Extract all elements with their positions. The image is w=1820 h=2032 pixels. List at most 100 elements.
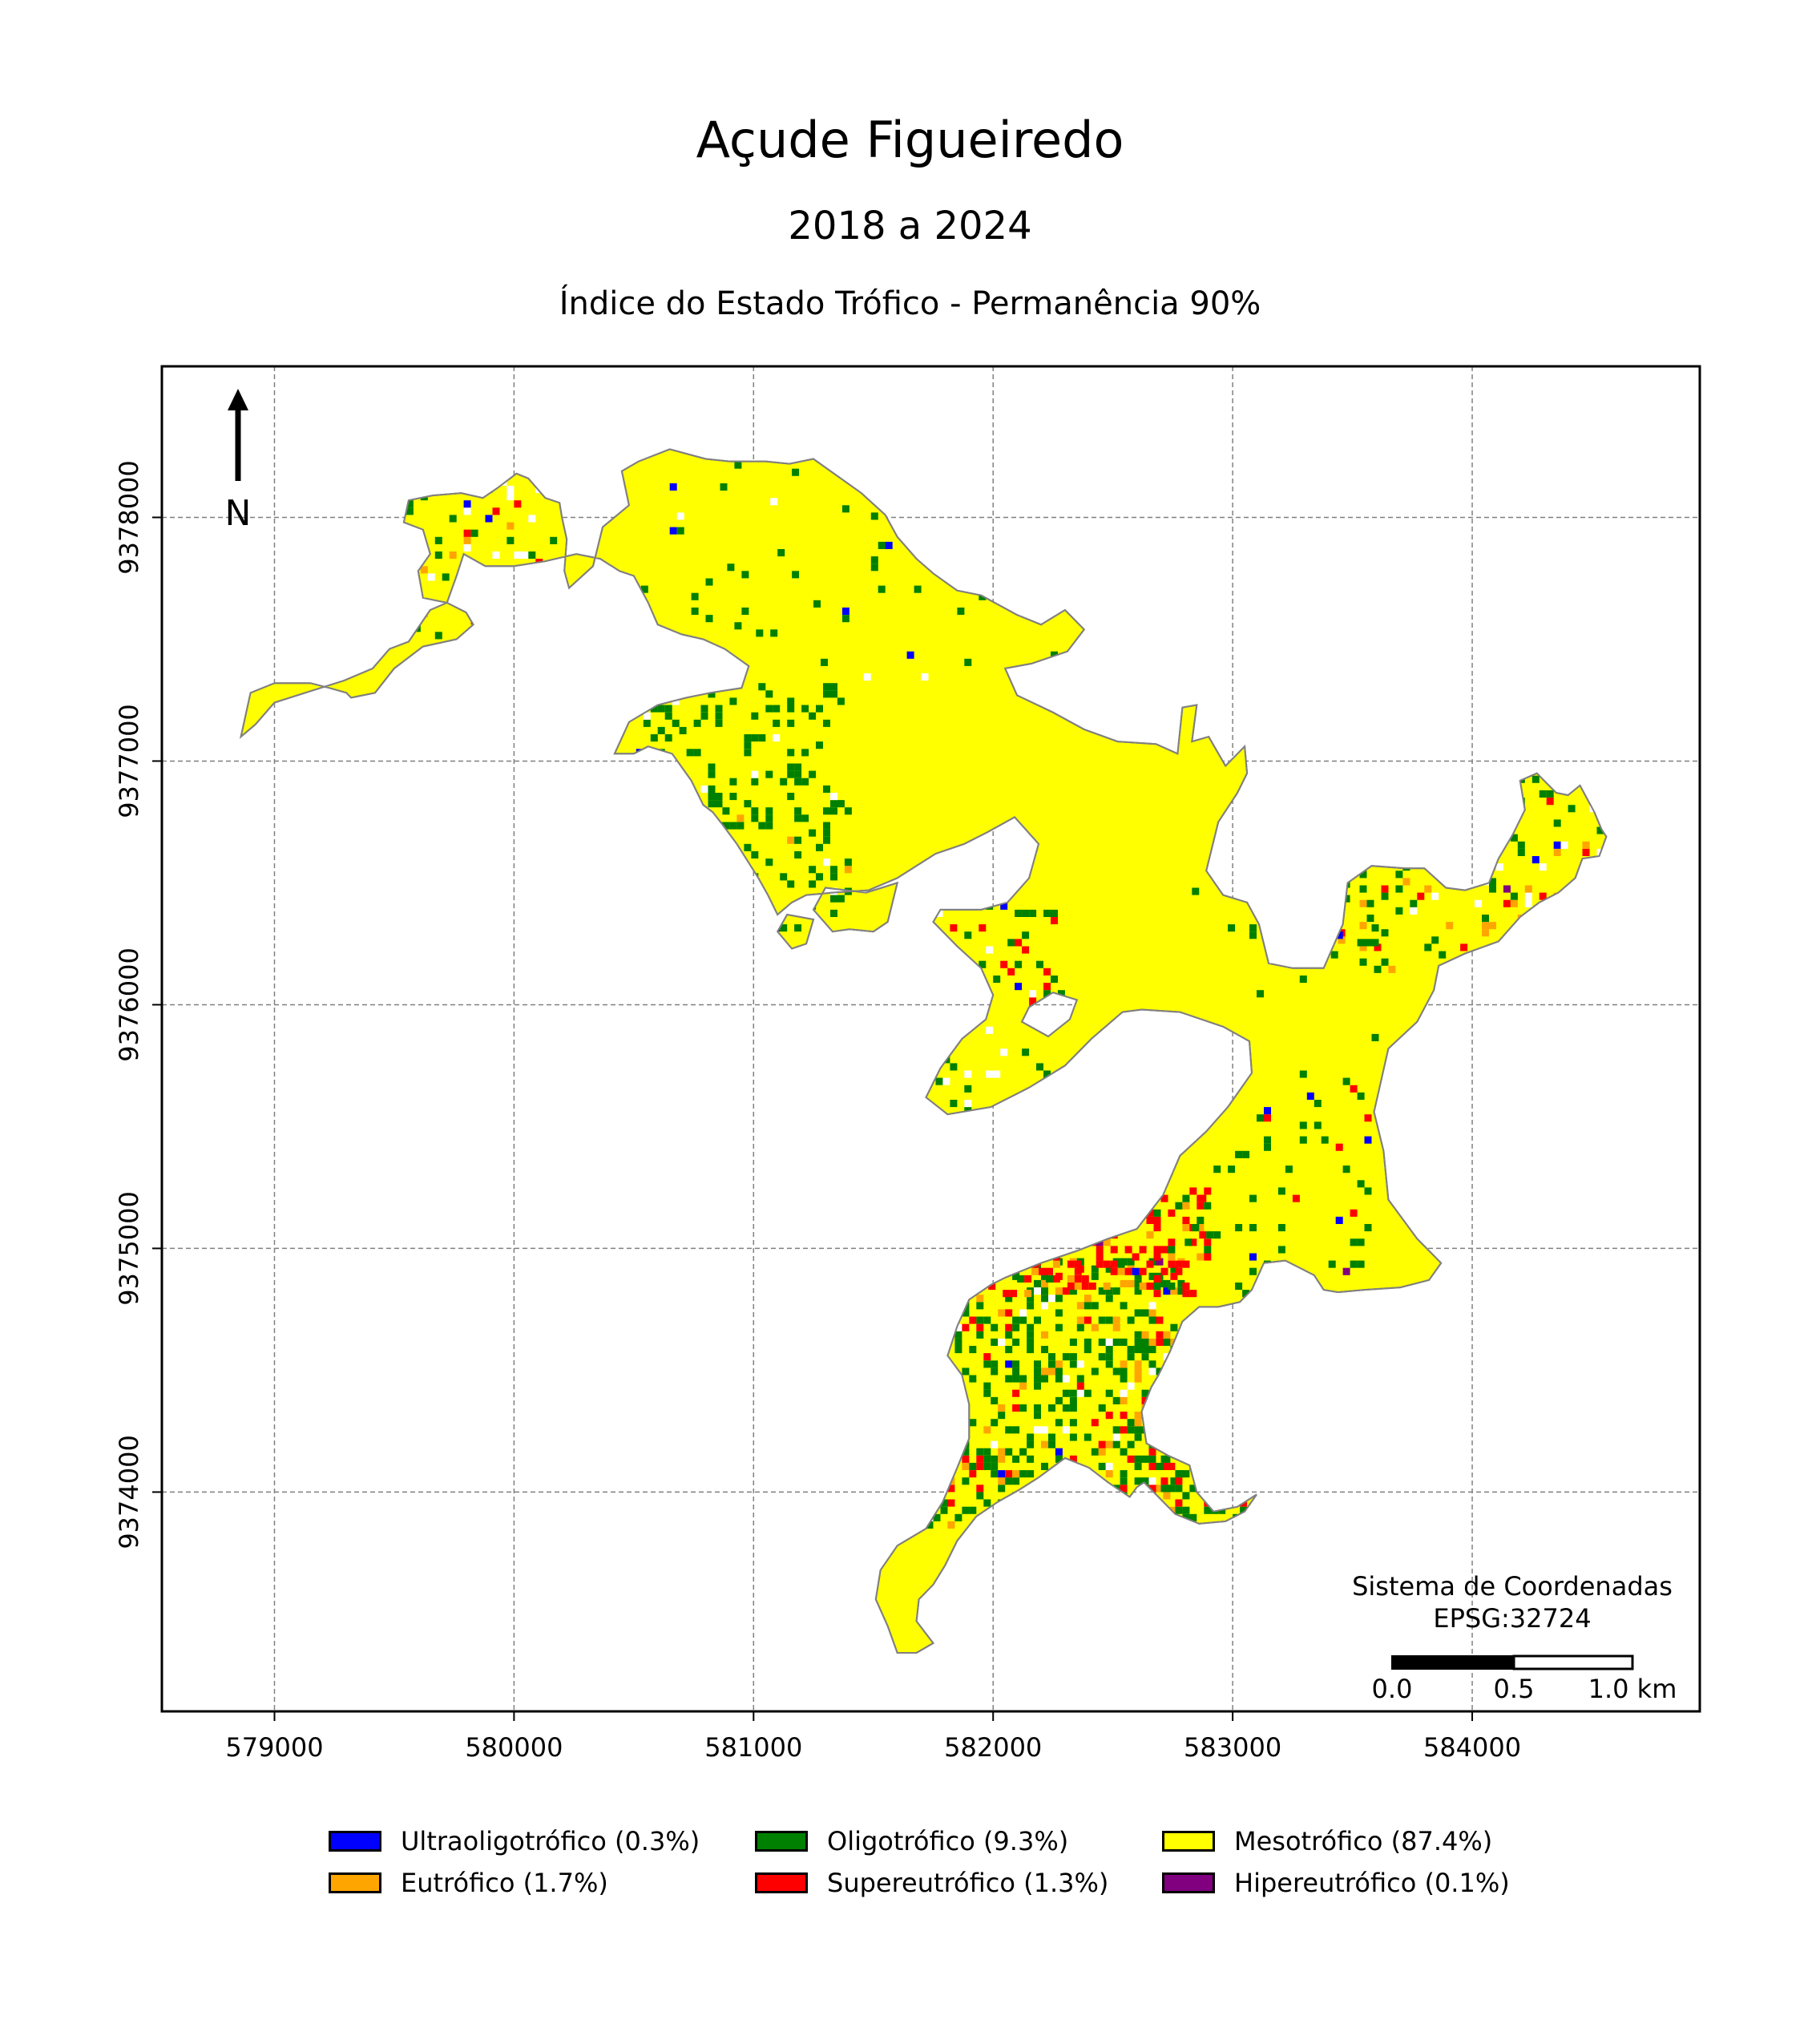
trophic-pixel <box>1098 1485 1106 1493</box>
trophic-pixel <box>1120 1521 1128 1529</box>
trophic-pixel <box>933 1492 941 1500</box>
trophic-pixel <box>1074 1187 1082 1195</box>
trophic-pixel <box>969 1470 977 1478</box>
y-tick-label: 9377000 <box>114 704 144 818</box>
trophic-pixel <box>1148 1367 1156 1376</box>
trophic-pixel <box>933 1419 941 1427</box>
trophic-pixel <box>1359 871 1367 879</box>
legend-swatch-blue <box>329 1831 381 1852</box>
trophic-pixel <box>1170 1323 1178 1331</box>
trophic-pixel <box>506 486 515 494</box>
trophic-pixel <box>686 749 694 757</box>
trophic-pixel <box>1139 1283 1147 1291</box>
trophic-pixel <box>1153 1275 1161 1283</box>
trophic-pixel <box>727 564 735 572</box>
trophic-pixel <box>1359 885 1367 893</box>
trophic-pixel <box>715 712 723 720</box>
trophic-pixel <box>1120 1426 1128 1434</box>
trophic-pixel <box>1510 834 1518 842</box>
trophic-pixel <box>1153 1290 1161 1298</box>
trophic-pixel <box>1141 1455 1149 1463</box>
trophic-pixel <box>969 1419 977 1427</box>
trophic-pixel <box>1177 1279 1185 1287</box>
trophic-pixel <box>686 843 694 851</box>
trophic-pixel <box>1076 1375 1084 1383</box>
trophic-pixel <box>1475 812 1482 820</box>
trophic-pixel <box>1148 1338 1156 1346</box>
trophic-pixel <box>897 1492 905 1500</box>
trophic-pixel <box>976 1455 984 1463</box>
trophic-pixel <box>1495 863 1503 871</box>
trophic-pixel <box>550 617 558 625</box>
trophic-pixel <box>1175 1470 1183 1478</box>
scale-label-05: 0.5 <box>1494 1674 1535 1704</box>
trophic-pixel <box>1117 1267 1125 1275</box>
trophic-pixel <box>1076 1485 1084 1493</box>
trophic-pixel <box>1057 1107 1065 1115</box>
trophic-pixel <box>809 866 817 874</box>
trophic-pixel <box>921 990 929 998</box>
trophic-pixel <box>1069 1338 1077 1346</box>
trophic-pixel <box>1084 1295 1092 1303</box>
trophic-pixel <box>506 573 515 581</box>
trophic-pixel <box>528 515 536 523</box>
trophic-pixel <box>1146 1231 1154 1239</box>
legend-label: Mesotrófico (87.4%) <box>1234 1826 1493 1856</box>
trophic-pixel <box>1410 819 1418 827</box>
trophic-pixel <box>1328 1260 1336 1268</box>
trophic-pixel <box>1096 1260 1104 1268</box>
trophic-pixel <box>995 1238 1003 1246</box>
trophic-pixel <box>1141 1492 1149 1500</box>
trophic-pixel <box>991 1338 999 1346</box>
trophic-pixel <box>1553 899 1561 907</box>
trophic-pixel <box>911 1309 919 1317</box>
trophic-pixel <box>1112 1367 1120 1376</box>
trophic-pixel <box>1460 841 1468 849</box>
trophic-pixel <box>1022 946 1030 954</box>
trophic-pixel <box>478 486 486 494</box>
trophic-pixel <box>875 1396 883 1404</box>
trophic-pixel <box>1051 909 1058 917</box>
trophic-pixel <box>1170 1419 1178 1427</box>
trophic-pixel <box>1568 907 1576 915</box>
trophic-pixel <box>708 690 716 698</box>
trophic-pixel <box>1088 1194 1096 1202</box>
trophic-pixel <box>1084 1346 1092 1354</box>
trophic-pixel <box>991 1360 999 1368</box>
trophic-pixel <box>1299 1136 1307 1144</box>
trophic-pixel <box>1127 1353 1135 1361</box>
trophic-pixel <box>1177 1382 1185 1390</box>
legend-swatch-red <box>755 1872 808 1893</box>
trophic-pixel <box>506 536 515 544</box>
trophic-pixel <box>744 843 752 851</box>
trophic-pixel <box>1218 1477 1226 1485</box>
trophic-pixel <box>1539 965 1547 973</box>
trophic-pixel <box>1524 899 1532 907</box>
trophic-pixel <box>918 1353 926 1361</box>
trophic-pixel <box>1043 1070 1051 1078</box>
trophic-pixel <box>861 1477 869 1485</box>
trophic-pixel <box>506 522 515 530</box>
trophic-pixel <box>1381 885 1389 893</box>
trophic-pixel <box>950 924 958 932</box>
trophic-pixel <box>787 880 795 888</box>
trophic-pixel <box>950 1063 958 1071</box>
trophic-pixel <box>1012 1426 1020 1434</box>
trophic-pixel <box>1124 1267 1132 1275</box>
trophic-pixel <box>1189 1187 1197 1195</box>
trophic-pixel <box>983 1389 991 1397</box>
trophic-pixel <box>535 602 543 610</box>
trophic-pixel <box>1148 1477 1156 1485</box>
trophic-pixel <box>1057 1012 1065 1020</box>
x-tick-label: 581000 <box>704 1732 802 1763</box>
trophic-pixel <box>1039 1209 1046 1217</box>
trophic-pixel <box>557 617 565 625</box>
trophic-pixel <box>933 1513 941 1521</box>
trophic-pixel <box>1314 1100 1322 1108</box>
trophic-pixel <box>1041 1375 1048 1383</box>
trophic-pixel <box>890 1279 898 1287</box>
trophic-pixel <box>1105 1462 1113 1470</box>
trophic-pixel <box>1235 1224 1243 1232</box>
trophic-pixel <box>773 719 781 727</box>
trophic-pixel <box>1431 892 1439 900</box>
